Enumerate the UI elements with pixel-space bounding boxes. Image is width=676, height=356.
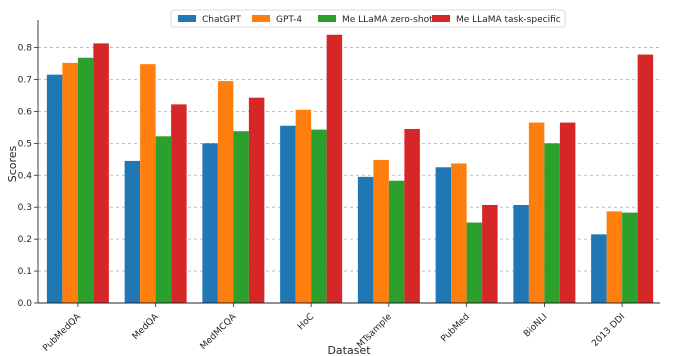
bar xyxy=(606,211,623,303)
bar xyxy=(591,234,607,303)
bar xyxy=(622,212,638,303)
bar xyxy=(155,136,172,303)
bar xyxy=(326,34,343,303)
bar xyxy=(62,62,78,303)
bar xyxy=(637,54,654,304)
y-tick-label: 0.3 xyxy=(18,203,32,213)
bar xyxy=(373,159,389,303)
bar xyxy=(435,167,452,303)
bar xyxy=(404,128,420,303)
bar xyxy=(233,131,249,303)
bar xyxy=(140,64,156,304)
legend-swatch xyxy=(432,15,450,22)
y-tick-label: 0.1 xyxy=(18,267,32,277)
legend-swatch xyxy=(318,15,336,22)
y-tick-label: 0.7 xyxy=(18,75,32,85)
axes xyxy=(34,20,660,307)
bar xyxy=(280,125,296,303)
bar xyxy=(513,204,529,303)
legend: ChatGPT GPT-4 Me LLaMA zero-shot Me LLaMA t… xyxy=(170,9,566,28)
x-tick-label: 2013 DDI xyxy=(590,312,627,349)
legend-label: GPT-4 xyxy=(276,15,302,25)
bar xyxy=(559,122,576,303)
y-tick-label: 0.5 xyxy=(18,139,32,149)
y-tick-label: 0.6 xyxy=(18,107,33,117)
x-axis-label: Dataset xyxy=(327,344,371,356)
bar xyxy=(311,129,327,303)
y-tick-label: 0.8 xyxy=(18,44,33,54)
bar xyxy=(77,57,94,303)
bar xyxy=(93,43,109,303)
y-tick-labels: 0.0 0.1 0.2 0.3 0.4 0.5 0.6 0.7 0.8 xyxy=(18,44,33,309)
bar xyxy=(248,97,265,303)
bar xyxy=(544,143,560,303)
bar xyxy=(357,176,374,303)
bar xyxy=(388,180,405,303)
legend-swatch xyxy=(178,15,196,22)
legend-label: Me LLaMA zero-shot xyxy=(342,15,433,25)
bar xyxy=(295,109,312,303)
y-tick-label: 0.0 xyxy=(18,299,33,309)
bar xyxy=(466,222,483,303)
bar xyxy=(171,104,187,303)
bar xyxy=(217,81,234,304)
y-tick-label: 0.2 xyxy=(18,235,32,245)
x-tick-label: MedQA xyxy=(131,311,161,341)
y-tick-label: 0.4 xyxy=(18,171,33,181)
bar xyxy=(482,204,498,303)
x-tick-label: MedMCQA xyxy=(199,311,239,351)
bar xyxy=(451,163,467,303)
bar xyxy=(528,122,545,303)
legend-box xyxy=(170,9,566,28)
x-tick-label: PubMedQA xyxy=(41,311,83,353)
y-axis-label: Scores xyxy=(6,145,19,182)
x-tick-label: PubMed xyxy=(439,312,471,344)
x-tick-label: HoC xyxy=(296,312,316,332)
legend-label: ChatGPT xyxy=(202,15,241,25)
bar xyxy=(202,143,218,303)
legend-swatch xyxy=(252,15,270,22)
x-tick-label: BioNLI xyxy=(522,312,549,339)
bar xyxy=(124,160,141,303)
bars xyxy=(46,34,654,304)
bar xyxy=(46,74,63,303)
legend-label: Me LLaMA task-specific xyxy=(456,15,561,25)
